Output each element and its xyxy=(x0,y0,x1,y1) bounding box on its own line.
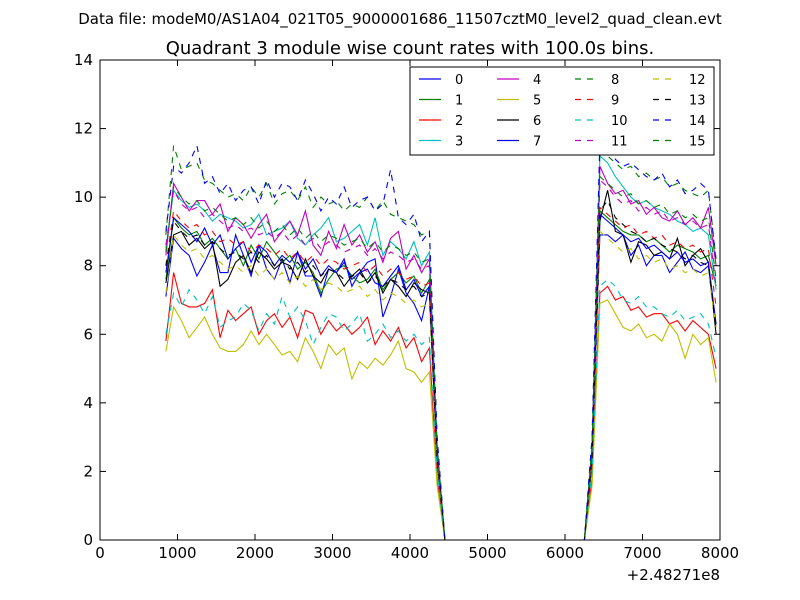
legend-label-0: 0 xyxy=(455,73,463,88)
x-tick-label: 2000 xyxy=(236,544,274,562)
x-tick-label: 0 xyxy=(95,544,105,562)
y-tick-label: 0 xyxy=(83,531,93,549)
y-tick-label: 10 xyxy=(74,188,93,206)
y-tick-label: 4 xyxy=(83,394,93,412)
series-layer xyxy=(165,131,717,541)
legend-label-15: 15 xyxy=(689,135,706,150)
legend-label-10: 10 xyxy=(611,114,628,129)
legend-label-9: 9 xyxy=(611,94,619,109)
legend-label-7: 7 xyxy=(533,135,541,150)
x-offset-label: +2.48271e8 xyxy=(627,566,720,584)
x-tick-label: 6000 xyxy=(546,544,584,562)
y-tick-label: 8 xyxy=(83,257,93,275)
x-tick-label: 3000 xyxy=(313,544,351,562)
tick-layer: 0 1000 2000 3000 4000 5000 6000 7000 80000246810… xyxy=(74,51,739,562)
legend-label-14: 14 xyxy=(689,114,706,129)
x-tick-label: 5000 xyxy=(468,544,506,562)
series-line-13 xyxy=(165,199,717,541)
x-tick-label: 4000 xyxy=(391,544,429,562)
y-tick-label: 14 xyxy=(74,51,93,69)
legend-label-2: 2 xyxy=(455,114,463,129)
legend-label-6: 6 xyxy=(533,114,541,129)
legend-label-12: 12 xyxy=(689,73,706,88)
legend-label-11: 11 xyxy=(611,135,628,150)
chart-suptitle: Data file: modeM0/AS1A04_021T05_90000016… xyxy=(78,10,722,29)
series-line-15 xyxy=(165,175,717,541)
legend-label-3: 3 xyxy=(455,135,463,150)
legend-label-8: 8 xyxy=(611,73,619,88)
series-line-10 xyxy=(165,278,717,541)
legend-label-4: 4 xyxy=(533,73,541,88)
chart-title: Quadrant 3 module wise count rates with … xyxy=(166,38,655,59)
y-tick-label: 2 xyxy=(83,462,93,480)
legend-label-1: 1 xyxy=(455,94,463,109)
x-tick-label: 7000 xyxy=(623,544,661,562)
y-tick-label: 6 xyxy=(83,325,93,343)
legend-label-5: 5 xyxy=(533,94,541,109)
y-tick-label: 12 xyxy=(74,120,93,138)
x-tick-label: 1000 xyxy=(158,544,196,562)
x-tick-label: 8000 xyxy=(701,544,739,562)
series-line-5 xyxy=(165,299,717,541)
legend-box xyxy=(409,66,715,156)
plot-frame xyxy=(99,59,721,541)
legend-label-13: 13 xyxy=(689,94,706,109)
series-line-14 xyxy=(165,131,717,541)
